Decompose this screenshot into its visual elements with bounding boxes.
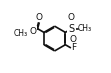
Text: O: O [36, 13, 43, 22]
Text: O: O [29, 27, 36, 36]
Text: O: O [67, 13, 74, 22]
Text: F: F [71, 43, 76, 52]
Text: O: O [69, 35, 76, 44]
Text: S: S [69, 24, 75, 34]
Text: CH₃: CH₃ [14, 29, 28, 38]
Text: CH₃: CH₃ [78, 24, 92, 33]
